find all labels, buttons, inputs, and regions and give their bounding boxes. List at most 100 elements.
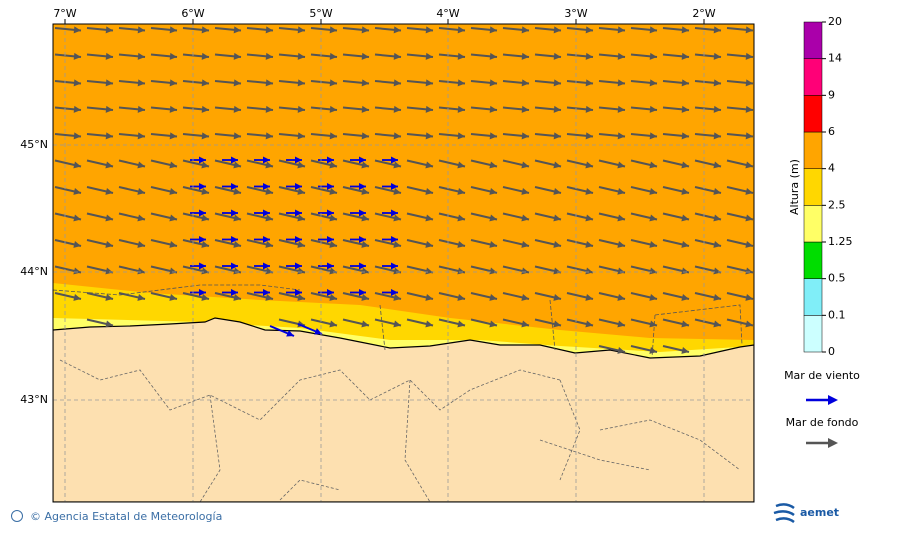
arrow-head <box>681 241 689 248</box>
arrow-head <box>745 132 753 140</box>
arrow-head <box>649 26 657 34</box>
arrow-head <box>393 132 401 140</box>
arrow-head <box>457 267 465 275</box>
arrow-head <box>393 188 401 195</box>
arrow-head <box>297 161 305 169</box>
arrow-head <box>169 52 177 60</box>
arrow-head <box>713 267 721 275</box>
arrow-head <box>137 214 145 222</box>
arrow-head <box>745 241 753 248</box>
arrow-head <box>105 105 113 113</box>
arrow-head <box>649 105 657 113</box>
arrow-head <box>585 214 593 222</box>
arrow-head <box>681 79 689 87</box>
arrow-head <box>489 320 497 328</box>
arrow-head <box>585 132 593 140</box>
map <box>53 24 754 502</box>
arrow-head <box>297 188 305 195</box>
colorbar-band <box>803 241 823 279</box>
arrow-head <box>361 105 369 113</box>
arrow-head <box>297 132 305 140</box>
arrow-head <box>585 241 593 248</box>
arrow-head <box>233 241 241 248</box>
arrow-head <box>649 267 657 275</box>
arrow-head <box>233 161 241 169</box>
footer-credit: © Agencia Estatal de Meteorología <box>30 510 222 523</box>
arrow-head <box>297 241 305 248</box>
arrow-head <box>521 294 529 301</box>
arrow-head <box>201 79 209 87</box>
arrow-head <box>713 105 721 113</box>
arrow-head <box>425 79 433 87</box>
arrow-head <box>105 320 113 328</box>
arrow-head <box>329 188 337 195</box>
arrow-head <box>553 320 561 328</box>
arrow-head <box>391 236 398 243</box>
colorbar: 0 0.1 0.5 1.25 2.5 4 6 9 14 20 <box>803 15 853 358</box>
copyright-ring <box>11 510 23 522</box>
lon-label: 5°W <box>309 7 332 20</box>
arrow-head <box>425 320 433 328</box>
arrow-head <box>361 294 369 301</box>
arrow-head <box>231 156 238 164</box>
arrow-head <box>263 183 270 190</box>
arrow-head <box>359 262 366 270</box>
arrow-head <box>521 161 529 169</box>
arrow-head <box>199 289 206 296</box>
colorbar-tick-label: 2.5 <box>828 198 846 211</box>
arrow-head <box>681 347 689 354</box>
colorbar-tick-label: 4 <box>828 162 835 175</box>
arrow-head <box>649 347 657 354</box>
arrow-head <box>713 188 721 195</box>
arrow-head <box>73 52 81 60</box>
arrow-head <box>297 26 305 34</box>
arrow-head <box>137 79 145 87</box>
arrow-head <box>263 289 270 296</box>
arrow-head <box>231 209 238 217</box>
arrow-head <box>585 320 593 328</box>
arrow-head <box>393 161 401 169</box>
arrow-head <box>105 26 113 34</box>
arrow-head <box>265 241 273 248</box>
arrow-head <box>297 105 305 113</box>
arrow-head <box>73 79 81 87</box>
arrow-head <box>457 188 465 195</box>
arrow-head <box>359 236 366 243</box>
logo-text: aemet <box>800 506 839 519</box>
arrow-head <box>314 328 322 335</box>
arrow-head <box>617 294 625 301</box>
arrow-head <box>553 241 561 248</box>
arrow-head <box>137 188 145 195</box>
arrow-head <box>617 26 625 34</box>
colorbar-band <box>803 95 823 133</box>
arrow-head <box>425 132 433 140</box>
arrow-head <box>425 161 433 169</box>
arrow-head <box>393 79 401 87</box>
arrow-head <box>425 294 433 301</box>
arrow-head <box>393 294 401 301</box>
arrow-head <box>105 294 113 301</box>
arrow-head <box>105 52 113 60</box>
arrow-head <box>169 241 177 248</box>
arrow-head <box>617 267 625 275</box>
arrow-head <box>617 79 625 87</box>
arrow-head <box>521 214 529 222</box>
arrow-head <box>713 161 721 169</box>
arrow-head <box>425 214 433 222</box>
lon-label: 4°W <box>436 7 459 20</box>
arrow-head <box>327 209 334 217</box>
arrow-head <box>681 188 689 195</box>
arrow-head <box>201 105 209 113</box>
arrow-head <box>521 267 529 275</box>
arrow-head <box>617 188 625 195</box>
arrow-head <box>521 241 529 248</box>
legend-arrow-head <box>828 438 838 448</box>
arrow-head <box>169 161 177 169</box>
arrow-head <box>137 52 145 60</box>
arrow-head <box>137 294 145 301</box>
lon-label: 6°W <box>181 7 204 20</box>
arrow-head <box>201 132 209 140</box>
arrow-head <box>617 241 625 248</box>
arrow-head <box>681 105 689 113</box>
arrow-head <box>231 262 238 270</box>
